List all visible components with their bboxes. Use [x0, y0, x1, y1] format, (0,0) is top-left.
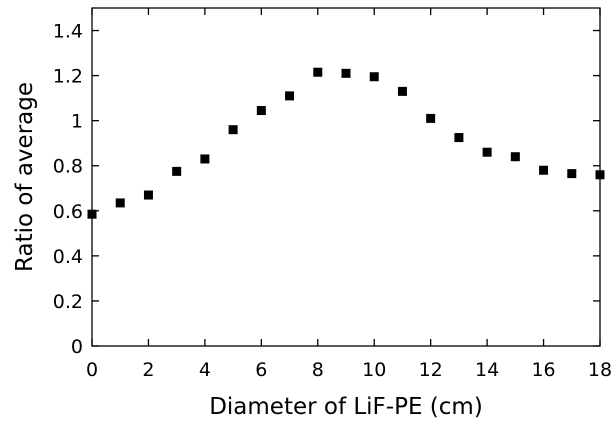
x-tick-label: 16 [531, 359, 555, 381]
y-tick-label: 0.6 [53, 201, 83, 223]
x-tick-label: 2 [142, 359, 154, 381]
data-point [539, 165, 549, 175]
x-tick-label: 8 [312, 359, 324, 381]
data-point [87, 209, 97, 219]
x-tick-label: 6 [255, 359, 267, 381]
data-points [87, 67, 605, 219]
data-point [369, 72, 379, 82]
x-tick-label: 12 [419, 359, 443, 381]
y-tick-label: 0.8 [53, 156, 83, 178]
x-tick-label: 0 [86, 359, 98, 381]
x-tick-label: 10 [362, 359, 386, 381]
data-point [228, 125, 238, 135]
data-point [256, 106, 266, 116]
y-axis-title: Ratio of average [12, 82, 38, 272]
data-point [397, 86, 407, 96]
data-point [595, 170, 605, 180]
plot-frame [91, 7, 601, 347]
y-tick-label: 0.2 [53, 291, 83, 313]
data-point [482, 147, 492, 157]
y-tick-label: 0 [71, 336, 83, 358]
x-tick-label: 4 [199, 359, 211, 381]
data-point [143, 190, 153, 200]
data-point [285, 91, 295, 101]
y-tick-label: 1.2 [53, 66, 83, 88]
data-point [313, 67, 323, 77]
x-tick-label: 18 [588, 359, 612, 381]
x-axis: 0 2 4 6 8 10 12 14 16 18 [86, 8, 612, 381]
x-tick-label: 14 [475, 359, 499, 381]
data-point [115, 198, 125, 208]
data-point [454, 133, 464, 143]
data-point [510, 152, 520, 162]
data-point [200, 154, 210, 164]
data-point [172, 166, 182, 176]
y-tick-label: 0.4 [53, 246, 83, 268]
y-tick-label: 1.4 [53, 21, 83, 43]
data-point [426, 113, 436, 123]
data-point [567, 169, 577, 179]
y-tick-label: 1 [71, 111, 83, 133]
data-point [341, 68, 351, 78]
x-axis-title: Diameter of LiF-PE (cm) [209, 394, 483, 420]
y-axis: 0 0.2 0.4 0.6 0.8 1 1.2 1.4 [53, 21, 600, 358]
